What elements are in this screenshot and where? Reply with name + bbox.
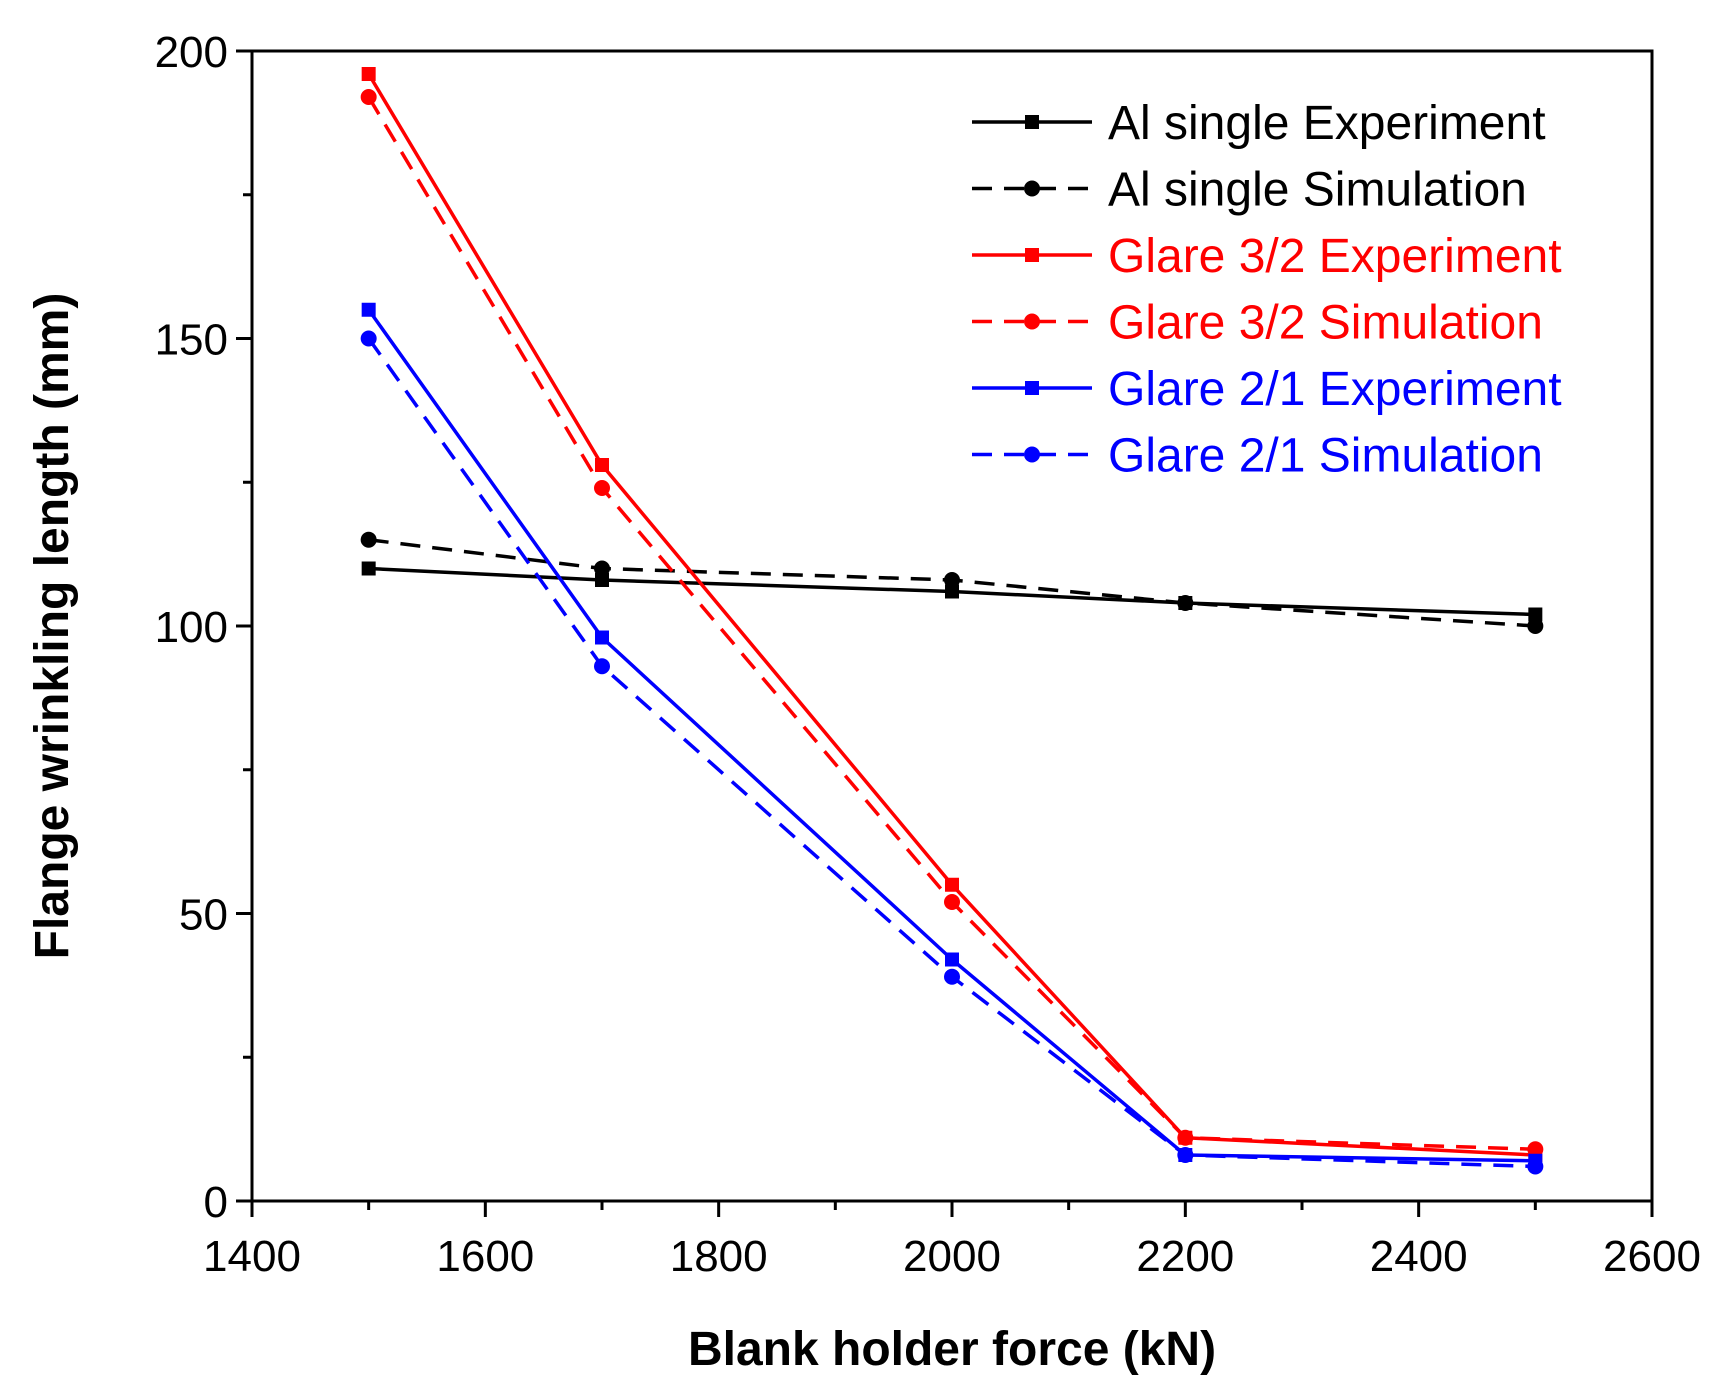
legend-marker <box>1024 446 1040 463</box>
series-1 <box>360 531 1544 634</box>
plot-frame <box>250 49 1654 1203</box>
series-5 <box>360 330 1544 1175</box>
data-point <box>945 584 959 599</box>
x-tick-label: 1400 <box>203 1232 301 1281</box>
data-point <box>361 302 376 317</box>
x-tick-label: 1600 <box>436 1232 534 1281</box>
data-point <box>944 894 960 910</box>
x-axis-title: Blank holder force (kN) <box>688 1323 1216 1376</box>
data-point <box>1177 1147 1194 1163</box>
data-point <box>1527 1141 1544 1158</box>
legend-marker <box>1025 115 1039 129</box>
data-point <box>945 877 959 892</box>
axes-layer: 1400 1600 1800 2000 2200 2400 2600 0 50 100 150 200 <box>155 28 1701 1281</box>
data-point <box>1527 618 1544 634</box>
legend-marker <box>1025 248 1039 262</box>
data-point <box>594 560 610 577</box>
x-tick-label: 2200 <box>1136 1232 1234 1281</box>
data-point <box>595 573 609 587</box>
data-point <box>945 952 959 967</box>
x-tick-label: 2600 <box>1603 1232 1701 1281</box>
y-tick-label: 0 <box>204 1178 228 1227</box>
series-0 <box>361 561 1543 622</box>
data-point <box>360 330 377 347</box>
legend-label: Glare 2/1 Experiment <box>1108 363 1562 416</box>
legend-label: Al single Simulation <box>1108 164 1527 217</box>
data-point <box>361 561 376 576</box>
data-point <box>595 630 609 645</box>
data-point <box>1527 1158 1544 1175</box>
data-point <box>594 480 610 496</box>
plot-layer <box>360 67 1544 1175</box>
legend-label: Glare 3/2 Simulation <box>1108 297 1543 350</box>
x-tick-label: 2400 <box>1370 1232 1468 1281</box>
x-tick-label: 1800 <box>670 1232 768 1281</box>
data-point <box>595 458 609 472</box>
data-point <box>1177 595 1194 611</box>
data-point <box>1177 1129 1194 1146</box>
y-tick-label: 100 <box>155 603 228 652</box>
data-point <box>944 572 960 588</box>
y-axis-title: Flange wrinkling length (mm) <box>26 293 79 960</box>
legend-marker <box>1024 313 1040 330</box>
legend-marker <box>1025 381 1039 395</box>
data-point <box>360 89 377 105</box>
y-tick-label: 150 <box>155 316 228 365</box>
legend-label: Glare 2/1 Simulation <box>1108 430 1543 483</box>
y-tick-label: 200 <box>155 28 228 77</box>
legend-marker <box>1024 180 1040 197</box>
y-tick-label: 50 <box>179 891 228 940</box>
x-tick-label: 2000 <box>903 1232 1001 1281</box>
series-3 <box>360 89 1544 1158</box>
data-point <box>594 658 610 675</box>
legend: Al single Experiment Al single Simulation… <box>972 97 1562 483</box>
legend-label: Al single Experiment <box>1108 97 1546 150</box>
data-point <box>944 968 960 985</box>
legend-label: Glare 3/2 Experiment <box>1108 230 1562 283</box>
data-point <box>1528 607 1543 622</box>
data-point <box>361 67 376 81</box>
data-point <box>360 531 377 548</box>
